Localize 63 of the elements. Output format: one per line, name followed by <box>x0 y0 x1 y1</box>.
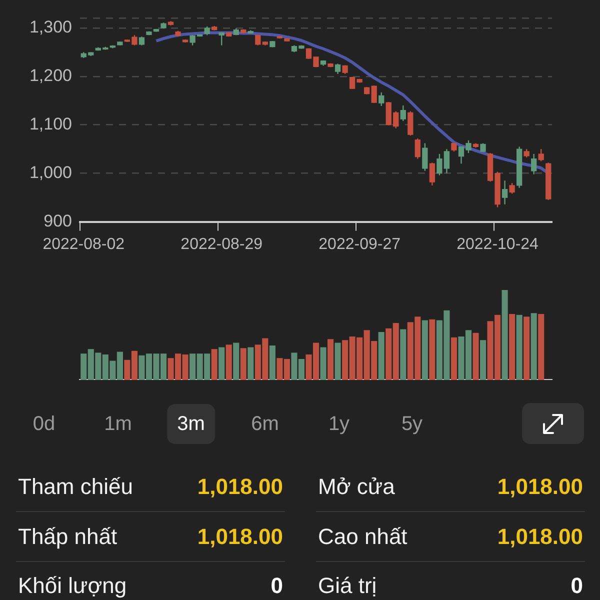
y-tick-label: 1,000 <box>29 163 72 182</box>
text: Cao nhất <box>318 522 408 550</box>
y-tick-label: 1,300 <box>29 18 72 37</box>
candlestick <box>531 153 537 175</box>
text: Mở cửa <box>318 473 395 501</box>
text: 0d <box>32 412 56 437</box>
bar <box>327 339 334 380</box>
text: 1,018.00 <box>497 473 583 501</box>
candlestick <box>414 138 420 160</box>
text: Giá trị <box>318 572 377 600</box>
x-tick-label: 2022-08-02 <box>42 236 125 253</box>
y-tick-label: 1,200 <box>29 66 72 86</box>
candlestick <box>408 110 414 136</box>
text: Khối lượng <box>18 572 127 600</box>
x-tick-label: 2022-08-29 <box>180 236 263 253</box>
bar <box>530 313 537 380</box>
bar <box>320 347 326 380</box>
text: 6m <box>250 412 280 437</box>
candlestick <box>371 84 377 104</box>
candlestick <box>502 180 508 205</box>
bar <box>334 342 341 380</box>
bar <box>502 290 508 380</box>
candlestick <box>538 148 544 162</box>
x-tick-label: 2022-09-27 <box>318 236 401 253</box>
candlestick <box>422 142 428 172</box>
bar <box>480 340 486 380</box>
bar <box>226 344 232 380</box>
text: 1,018.00 <box>197 522 283 550</box>
bar <box>538 314 544 380</box>
bar <box>211 349 218 380</box>
text: 0 <box>270 572 283 600</box>
candlestick <box>429 162 436 186</box>
text: Tham chiếu <box>18 473 133 501</box>
text: 0 <box>570 572 583 600</box>
bar <box>269 345 276 380</box>
bar <box>516 314 522 380</box>
text: 1m <box>103 412 133 437</box>
bar <box>472 332 479 380</box>
bar <box>400 329 406 380</box>
y-tick-label: 1,100 <box>29 114 72 134</box>
text: 5y <box>400 412 424 437</box>
y-tick-label: 900 <box>44 211 72 230</box>
bar <box>429 319 436 380</box>
text: Thấp nhất <box>18 522 118 550</box>
candlestick <box>218 32 224 46</box>
bar <box>248 347 254 380</box>
bar <box>524 316 530 380</box>
text: 1,018.00 <box>497 522 583 550</box>
candlestick <box>334 63 341 75</box>
bar <box>378 332 384 380</box>
text: 1y <box>327 412 351 437</box>
x-tick-label: 2022-10-24 <box>456 236 539 253</box>
bar <box>509 314 516 380</box>
bar <box>422 320 428 380</box>
bar <box>450 337 457 380</box>
bar <box>233 342 240 380</box>
candlestick <box>378 92 384 107</box>
bar <box>218 347 225 380</box>
bar <box>240 348 246 380</box>
text: 1,018.00 <box>197 473 283 501</box>
candlestick <box>509 182 515 194</box>
text: 3m <box>167 404 215 444</box>
candlestick <box>400 104 406 122</box>
